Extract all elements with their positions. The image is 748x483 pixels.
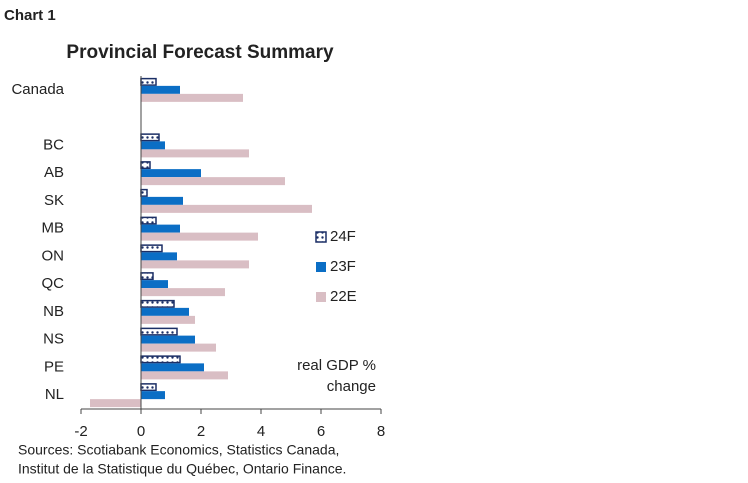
x-tick-label: 6 <box>317 423 325 440</box>
bar <box>141 363 204 372</box>
bar <box>141 224 180 233</box>
x-tick-label: 8 <box>377 423 385 440</box>
bar <box>141 252 177 261</box>
bar <box>141 169 201 178</box>
bar <box>140 327 178 336</box>
legend-label: 23F <box>330 258 356 275</box>
y-tick-label: Canada <box>11 81 64 98</box>
bar <box>141 260 249 269</box>
legend-swatch <box>316 262 326 272</box>
bar <box>140 383 157 392</box>
bar <box>141 343 216 352</box>
legend-label: 22E <box>330 288 357 305</box>
x-tick-label: 0 <box>137 423 145 440</box>
bar <box>140 133 160 142</box>
bar <box>140 244 163 253</box>
legend-swatch <box>315 231 327 243</box>
bar <box>141 307 189 316</box>
bar <box>141 93 243 102</box>
source: Sources: Scotiabank Economics, Statistic… <box>18 442 339 458</box>
bar <box>141 232 258 241</box>
bar <box>141 149 249 158</box>
y-tick-label: BC <box>43 136 64 153</box>
bar <box>141 371 228 380</box>
y-tick-label: AB <box>44 164 64 181</box>
bar <box>90 399 141 408</box>
bar <box>140 188 148 197</box>
y-tick-label: NL <box>45 386 64 403</box>
x-tick-label: -2 <box>74 423 87 440</box>
bar <box>141 315 195 324</box>
bar <box>140 77 157 86</box>
bar <box>140 216 157 225</box>
bar <box>140 272 154 281</box>
bar <box>141 177 285 186</box>
y-tick-label: PE <box>44 358 64 375</box>
bar <box>140 161 151 170</box>
x-tick-label: 4 <box>257 423 265 440</box>
annotation: real GDP % <box>297 357 376 374</box>
y-tick-label: NB <box>43 303 64 320</box>
bar <box>141 85 180 94</box>
y-tick-label: NS <box>43 331 64 348</box>
y-tick-label: QC <box>42 275 65 292</box>
bar <box>140 355 181 364</box>
source: Institut de la Statistique du Québec, On… <box>18 461 346 477</box>
legend-swatch <box>316 292 326 302</box>
legend-label: 24F <box>330 228 356 245</box>
bar <box>141 196 183 205</box>
bar <box>140 299 175 308</box>
y-tick-label: MB <box>42 220 65 237</box>
chart-title: Provincial Forecast Summary <box>66 42 334 63</box>
x-tick-label: 2 <box>197 423 205 440</box>
chart-label: Chart 1 <box>4 7 56 24</box>
annotation: change <box>327 378 376 395</box>
y-tick-label: SK <box>44 192 64 209</box>
bar <box>141 335 195 344</box>
y-tick-label: ON <box>42 247 65 264</box>
bar <box>141 288 225 297</box>
bar <box>141 204 312 213</box>
bar <box>141 391 165 400</box>
bar <box>141 280 168 289</box>
bar <box>141 141 165 150</box>
